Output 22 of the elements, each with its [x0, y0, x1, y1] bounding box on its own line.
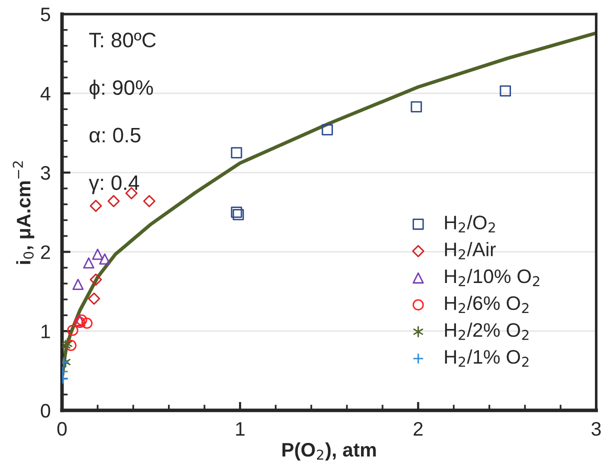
legend-label: H$_{2}$/Air	[445, 242, 496, 260]
x-tick-label: 1	[236, 422, 245, 436]
annotation: T: 80ºC	[89, 32, 156, 48]
y-tick-label: 1	[42, 324, 50, 338]
legend-label: H$_{2}$/10% O$_{2}$	[445, 268, 540, 286]
y-tick-label: 3	[40, 166, 50, 180]
annotation: α: 0.5	[90, 128, 140, 143]
x-axis-title: P(O$_{2}$), atm	[282, 442, 376, 461]
legend-label: H$_{2}$/1% O$_{2}$	[445, 350, 528, 367]
legend-label: H$_{2}$/O$_{2}$	[445, 215, 495, 232]
y-tick-label: 0	[40, 404, 50, 418]
y-tick-label: 5	[40, 8, 50, 22]
x-tick-label: 2	[414, 422, 423, 436]
y-tick-label: 2	[41, 245, 50, 259]
y-axis-title: i$_{0}$, μA.cm$^{−2}$	[12, 161, 34, 264]
x-tick-label: 3	[592, 422, 601, 436]
legend-label: H$_{2}$/2% O$_{2}$	[445, 322, 528, 340]
x-tick-label: 0	[57, 422, 67, 436]
annotation: ϕ: 90%	[90, 80, 153, 100]
legend-label: H$_{2}$/6% O$_{2}$	[445, 296, 528, 314]
y-tick-label: 4	[40, 87, 50, 100]
annotation: γ: 0.4	[88, 175, 140, 194]
